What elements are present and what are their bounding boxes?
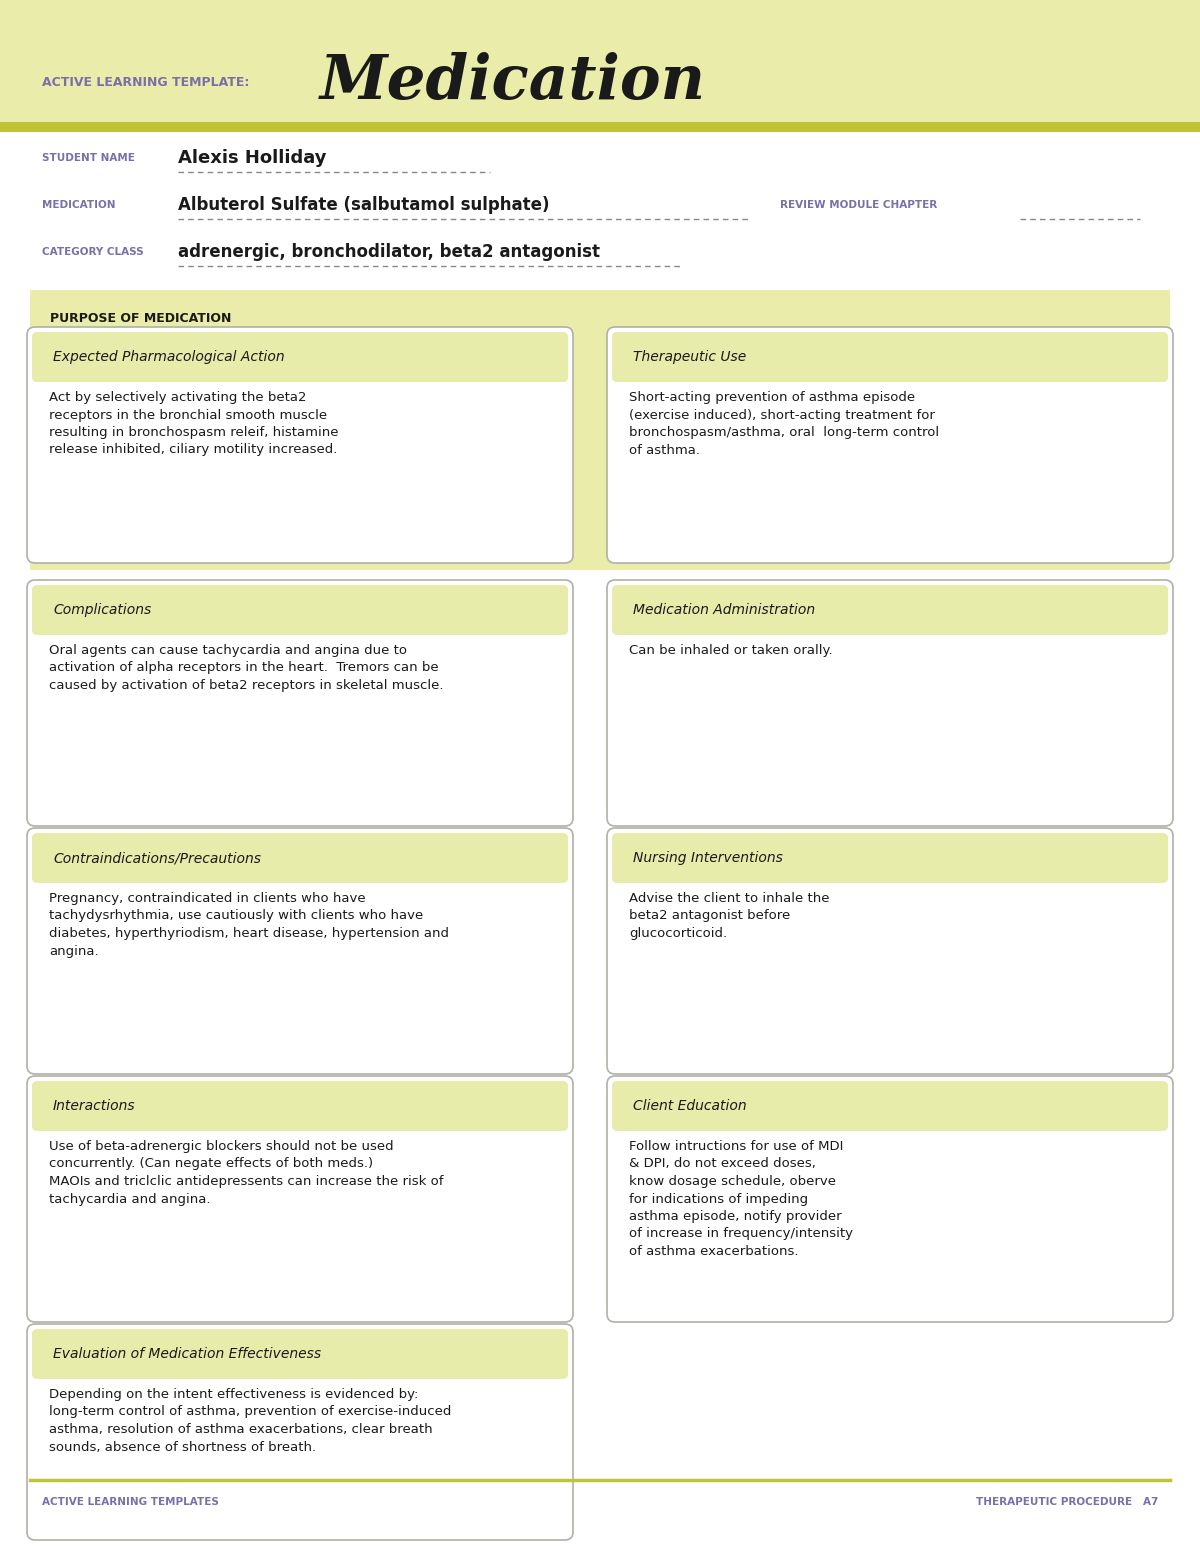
Text: PURPOSE OF MEDICATION: PURPOSE OF MEDICATION [50, 312, 232, 325]
Text: Follow intructions for use of MDI
& DPI, do not exceed doses,
know dosage schedu: Follow intructions for use of MDI & DPI,… [629, 1140, 853, 1258]
Text: Client Education: Client Education [634, 1100, 746, 1114]
FancyBboxPatch shape [28, 1076, 574, 1322]
FancyBboxPatch shape [607, 328, 1174, 564]
FancyBboxPatch shape [28, 328, 574, 564]
FancyBboxPatch shape [32, 332, 568, 382]
FancyBboxPatch shape [28, 579, 574, 826]
Text: Interactions: Interactions [53, 1100, 136, 1114]
FancyBboxPatch shape [612, 585, 1168, 635]
Text: THERAPEUTIC PROCEDURE   A7: THERAPEUTIC PROCEDURE A7 [976, 1497, 1158, 1506]
FancyBboxPatch shape [30, 290, 1170, 570]
FancyBboxPatch shape [607, 1076, 1174, 1322]
Text: CATEGORY CLASS: CATEGORY CLASS [42, 247, 144, 256]
FancyBboxPatch shape [28, 828, 574, 1075]
FancyBboxPatch shape [32, 585, 568, 635]
FancyBboxPatch shape [0, 0, 1200, 123]
FancyBboxPatch shape [607, 828, 1174, 1075]
Text: Nursing Interventions: Nursing Interventions [634, 851, 782, 865]
Text: Medication Administration: Medication Administration [634, 603, 815, 617]
Text: Act by selectively activating the beta2
receptors in the bronchial smooth muscle: Act by selectively activating the beta2 … [49, 391, 338, 457]
Text: Expected Pharmacological Action: Expected Pharmacological Action [53, 349, 284, 363]
FancyBboxPatch shape [28, 1325, 574, 1541]
FancyBboxPatch shape [612, 832, 1168, 884]
FancyBboxPatch shape [32, 1081, 568, 1131]
Text: Alexis Holliday: Alexis Holliday [178, 149, 326, 168]
Text: REVIEW MODULE CHAPTER: REVIEW MODULE CHAPTER [780, 200, 937, 210]
Text: Oral agents can cause tachycardia and angina due to
activation of alpha receptor: Oral agents can cause tachycardia and an… [49, 644, 444, 693]
Text: Complications: Complications [53, 603, 151, 617]
Text: Pregnancy, contraindicated in clients who have
tachydysrhythmia, use cautiously : Pregnancy, contraindicated in clients wh… [49, 891, 449, 958]
Text: adrenergic, bronchodilator, beta2 antagonist: adrenergic, bronchodilator, beta2 antago… [178, 242, 600, 261]
Text: MEDICATION: MEDICATION [42, 200, 115, 210]
Text: ACTIVE LEARNING TEMPLATE:: ACTIVE LEARNING TEMPLATE: [42, 76, 250, 89]
Text: Albuterol Sulfate (salbutamol sulphate): Albuterol Sulfate (salbutamol sulphate) [178, 196, 550, 214]
Text: Advise the client to inhale the
beta2 antagonist before
glucocorticoid.: Advise the client to inhale the beta2 an… [629, 891, 829, 940]
FancyBboxPatch shape [612, 1081, 1168, 1131]
Text: Contraindications/Precautions: Contraindications/Precautions [53, 851, 262, 865]
FancyBboxPatch shape [612, 332, 1168, 382]
FancyBboxPatch shape [32, 832, 568, 884]
FancyBboxPatch shape [0, 123, 1200, 132]
Text: ACTIVE LEARNING TEMPLATES: ACTIVE LEARNING TEMPLATES [42, 1497, 218, 1506]
Text: Can be inhaled or taken orally.: Can be inhaled or taken orally. [629, 644, 833, 657]
FancyBboxPatch shape [607, 579, 1174, 826]
Text: STUDENT NAME: STUDENT NAME [42, 154, 134, 163]
Text: Medication: Medication [320, 51, 706, 112]
Text: Therapeutic Use: Therapeutic Use [634, 349, 746, 363]
Text: Short-acting prevention of asthma episode
(exercise induced), short-acting treat: Short-acting prevention of asthma episod… [629, 391, 940, 457]
Text: Use of beta-adrenergic blockers should not be used
concurrently. (Can negate eff: Use of beta-adrenergic blockers should n… [49, 1140, 444, 1205]
Text: Depending on the intent effectiveness is evidenced by:
long-term control of asth: Depending on the intent effectiveness is… [49, 1388, 451, 1454]
FancyBboxPatch shape [32, 1329, 568, 1379]
Text: Evaluation of Medication Effectiveness: Evaluation of Medication Effectiveness [53, 1346, 322, 1360]
